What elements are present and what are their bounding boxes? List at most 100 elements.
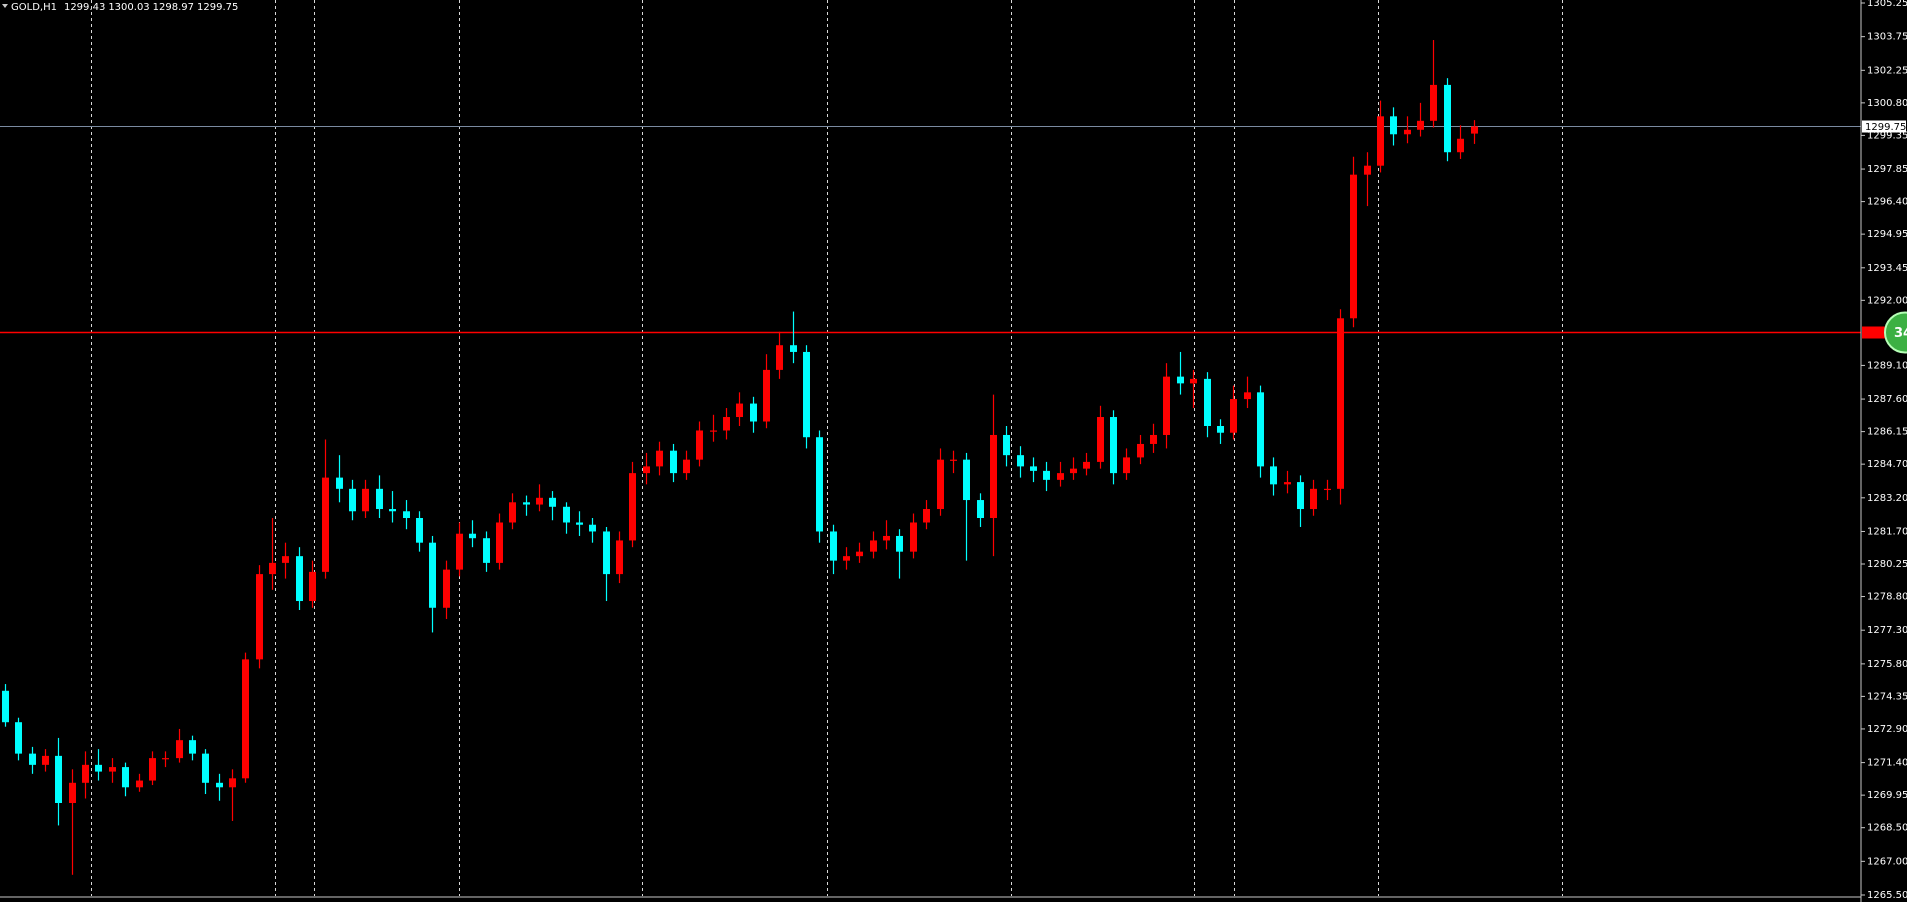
candle-body xyxy=(549,497,556,507)
candle-body xyxy=(536,497,543,505)
candle-body xyxy=(643,466,650,474)
candle-body xyxy=(42,755,49,765)
candle-body xyxy=(1404,129,1411,135)
candle-body xyxy=(1337,318,1344,489)
close-value: 1299.75 xyxy=(197,2,238,13)
candle-body xyxy=(576,522,583,525)
candle-body xyxy=(1471,126,1478,134)
candle-body xyxy=(1083,461,1090,469)
candle-body xyxy=(1043,470,1050,480)
candle-body xyxy=(950,459,957,461)
candle-body xyxy=(816,437,823,532)
open-value: 1299.43 xyxy=(64,2,105,13)
y-tick-label: 1267.00 xyxy=(1867,856,1907,867)
candle-body xyxy=(349,488,356,512)
candle-body xyxy=(1377,116,1384,166)
last-price-label: 1299.75 xyxy=(1865,122,1906,133)
y-tick-label: 1269.95 xyxy=(1867,790,1907,801)
y-tick-label: 1299.35 xyxy=(1867,130,1907,141)
candle-body xyxy=(82,764,89,783)
candle-body xyxy=(1230,399,1237,433)
candle-body xyxy=(296,556,303,602)
candle-body xyxy=(1257,392,1264,467)
y-tick-label: 1274.35 xyxy=(1867,691,1907,702)
candle-body xyxy=(603,531,610,575)
candles xyxy=(0,40,1861,875)
candle-body xyxy=(429,542,436,608)
candle-body xyxy=(1310,488,1317,510)
candle-body xyxy=(910,522,917,552)
candle-body xyxy=(523,502,530,505)
candle-body xyxy=(322,477,329,572)
candle-body xyxy=(1217,425,1224,433)
y-tick-label: 1292.00 xyxy=(1867,295,1907,306)
y-tick-label: 1289.10 xyxy=(1867,360,1907,371)
candle-body xyxy=(1324,488,1331,491)
candle-body xyxy=(1390,116,1397,135)
chart-title: GOLD,H1 xyxy=(11,2,57,13)
candle-body xyxy=(683,459,690,474)
y-tick-label: 1268.50 xyxy=(1867,823,1907,834)
candle-body xyxy=(616,540,623,575)
candle-body xyxy=(69,782,76,803)
y-tick-label: 1281.70 xyxy=(1867,526,1907,537)
candle-body xyxy=(1163,376,1170,435)
candle-body xyxy=(1017,455,1024,467)
low-value: 1298.97 xyxy=(153,2,194,13)
candle-body xyxy=(1430,84,1437,121)
y-tick-label: 1297.85 xyxy=(1867,164,1907,175)
y-tick-label: 1275.80 xyxy=(1867,659,1907,670)
y-tick-label: 1303.75 xyxy=(1867,32,1907,43)
candle-body xyxy=(496,522,503,563)
candle-body xyxy=(790,345,797,352)
y-tick-label: 1280.25 xyxy=(1867,559,1907,570)
candle-body xyxy=(1070,468,1077,474)
y-tick-label: 1277.30 xyxy=(1867,625,1907,636)
y-tick-label: 1286.15 xyxy=(1867,427,1907,438)
candle-body xyxy=(162,758,169,760)
candle-body xyxy=(1030,466,1037,471)
y-tick-label: 1296.40 xyxy=(1867,197,1907,208)
y-tick-label: 1271.40 xyxy=(1867,758,1907,769)
candle-body xyxy=(29,753,36,765)
candle-body xyxy=(923,509,930,523)
candle-body xyxy=(15,722,22,754)
candle-body xyxy=(362,488,369,512)
candle-body xyxy=(830,531,837,561)
candle-body xyxy=(309,571,316,602)
alert-badge-label: 34 xyxy=(1894,326,1907,341)
candle-body xyxy=(990,434,997,519)
candle-body xyxy=(1110,417,1117,474)
y-tick-label: 1294.95 xyxy=(1867,229,1907,240)
y-tick-label: 1302.25 xyxy=(1867,65,1907,76)
last-price-box xyxy=(1862,120,1906,133)
candle-body xyxy=(1204,378,1211,426)
candle-body xyxy=(122,767,129,788)
y-tick-label: 1284.70 xyxy=(1867,459,1907,470)
candle-body xyxy=(589,524,596,532)
candle-body xyxy=(710,430,717,432)
candle-body xyxy=(1457,138,1464,153)
candle-body xyxy=(937,459,944,510)
candle-body xyxy=(416,518,423,543)
candle-body xyxy=(1123,457,1130,474)
candle-body xyxy=(1350,174,1357,319)
y-tick-label: 1305.25 xyxy=(1867,0,1907,9)
candle-body xyxy=(176,740,183,759)
candle-body xyxy=(1137,443,1144,458)
menu-arrow[interactable] xyxy=(2,4,8,8)
candle-body xyxy=(456,533,463,570)
candle-body xyxy=(242,659,249,779)
y-tick-label: 1283.20 xyxy=(1867,493,1907,504)
candle-body xyxy=(563,506,570,523)
candle-body xyxy=(896,535,903,552)
candle-body xyxy=(95,764,102,772)
candle-body xyxy=(1417,120,1424,130)
candle-body xyxy=(1097,417,1104,462)
candle-body xyxy=(776,345,783,370)
candle-body xyxy=(269,562,276,575)
candle-body xyxy=(883,535,890,541)
candle-body xyxy=(256,574,263,660)
y-tick-label: 1293.45 xyxy=(1867,263,1907,274)
